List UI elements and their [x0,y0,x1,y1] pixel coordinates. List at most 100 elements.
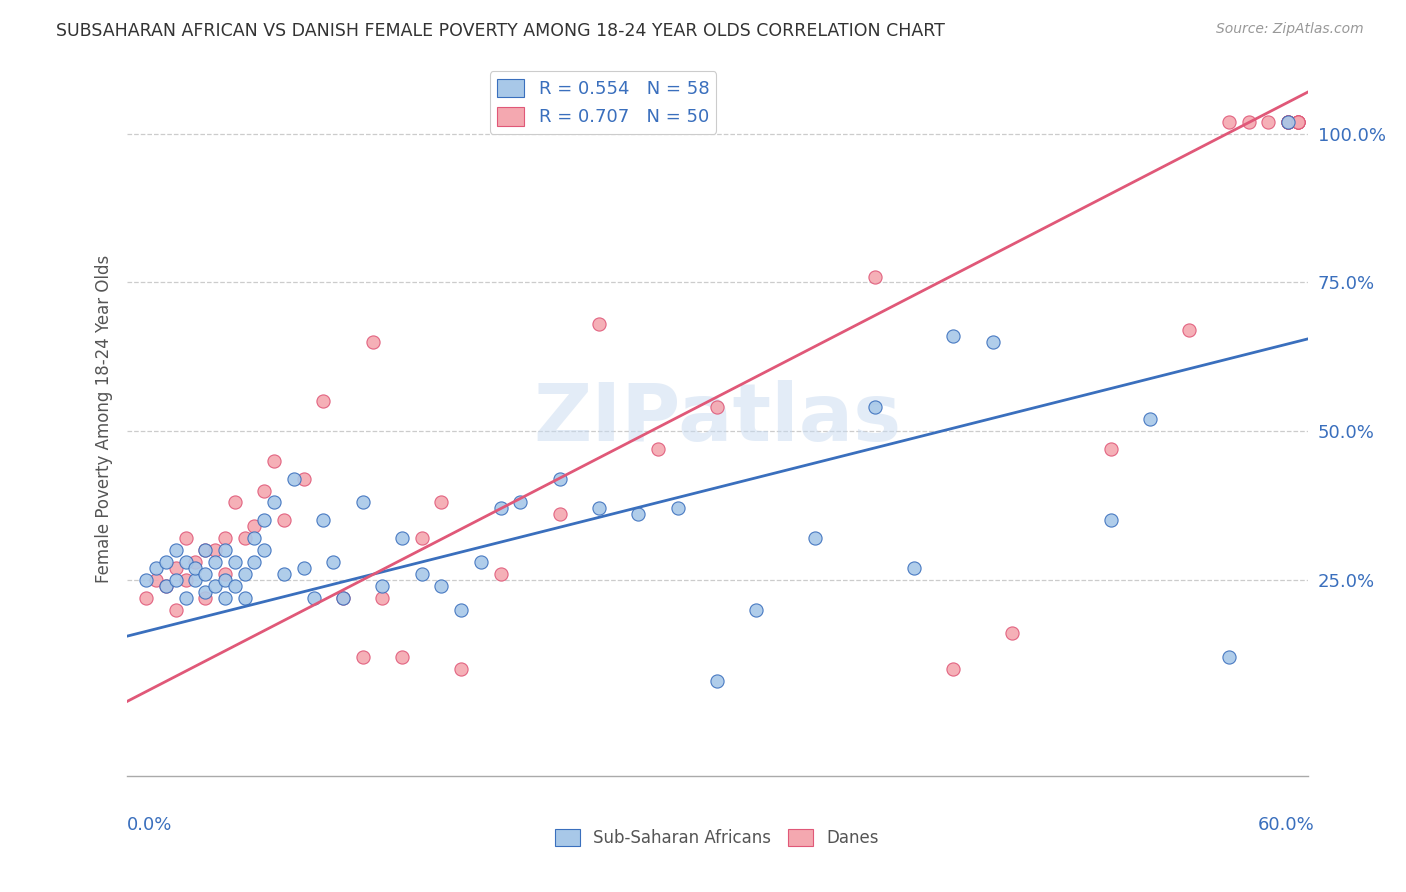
Point [194,591,217,605]
Point [332,591,354,605]
Point [1277,115,1299,129]
Point [361,334,384,349]
Point [450,602,472,616]
Point [214,543,236,558]
Point [1178,323,1201,337]
Point [243,519,266,533]
Point [411,531,433,545]
Point [430,495,453,509]
Point [263,454,285,468]
Point [1237,115,1260,129]
Point [165,561,187,575]
Point [145,561,167,575]
Point [489,566,512,581]
Point [174,573,197,587]
Point [706,401,728,415]
Point [548,508,571,522]
Point [224,555,246,569]
Point [942,662,965,676]
Point [224,579,246,593]
Point [942,329,965,343]
Point [1286,115,1309,129]
Point [863,269,886,284]
Point [371,579,394,593]
Point [155,555,177,569]
Point [194,543,217,558]
Point [174,591,197,605]
Point [243,555,266,569]
Point [312,513,335,527]
Point [184,573,207,587]
Point [588,317,610,331]
Point [1277,115,1299,129]
Point [509,495,531,509]
Point [1286,115,1309,129]
Point [627,508,650,522]
Point [391,531,413,545]
Point [214,566,236,581]
Point [243,531,266,545]
Point [214,531,236,545]
Point [165,602,187,616]
Legend: Sub-Saharan Africans, Danes: Sub-Saharan Africans, Danes [548,822,886,854]
Point [253,483,276,498]
Point [312,394,335,409]
Text: SUBSAHARAN AFRICAN VS DANISH FEMALE POVERTY AMONG 18-24 YEAR OLDS CORRELATION CH: SUBSAHARAN AFRICAN VS DANISH FEMALE POVE… [56,22,945,40]
Point [352,650,374,665]
Point [155,579,177,593]
Point [204,579,226,593]
Point [588,501,610,516]
Text: ZIPatlas: ZIPatlas [533,380,901,458]
Point [194,584,217,599]
Point [489,501,512,516]
Point [1277,115,1299,129]
Point [352,495,374,509]
Point [430,579,453,593]
Point [253,543,276,558]
Point [165,573,187,587]
Point [981,334,1004,349]
Point [174,531,197,545]
Point [194,543,217,558]
Point [184,555,207,569]
Point [371,591,394,605]
Point [204,555,226,569]
Point [1139,412,1161,426]
Text: 60.0%: 60.0% [1258,816,1315,834]
Point [253,513,276,527]
Point [174,555,197,569]
Point [647,442,669,456]
Point [214,591,236,605]
Point [411,566,433,581]
Point [1099,442,1122,456]
Point [135,573,157,587]
Point [1099,513,1122,527]
Point [332,591,354,605]
Point [135,591,157,605]
Point [666,501,689,516]
Text: Source: ZipAtlas.com: Source: ZipAtlas.com [1216,22,1364,37]
Point [322,555,344,569]
Point [155,579,177,593]
Point [233,591,256,605]
Point [302,591,325,605]
Point [145,573,167,587]
Point [165,543,187,558]
Point [470,555,492,569]
Y-axis label: Female Poverty Among 18-24 Year Olds: Female Poverty Among 18-24 Year Olds [94,255,112,583]
Point [548,472,571,486]
Point [283,472,305,486]
Point [204,543,226,558]
Point [1277,115,1299,129]
Point [863,401,886,415]
Point [450,662,472,676]
Point [1218,650,1240,665]
Point [224,495,246,509]
Point [214,573,236,587]
Point [1257,115,1279,129]
Point [263,495,285,509]
Point [273,513,295,527]
Point [273,566,295,581]
Point [903,561,925,575]
Point [1286,115,1309,129]
